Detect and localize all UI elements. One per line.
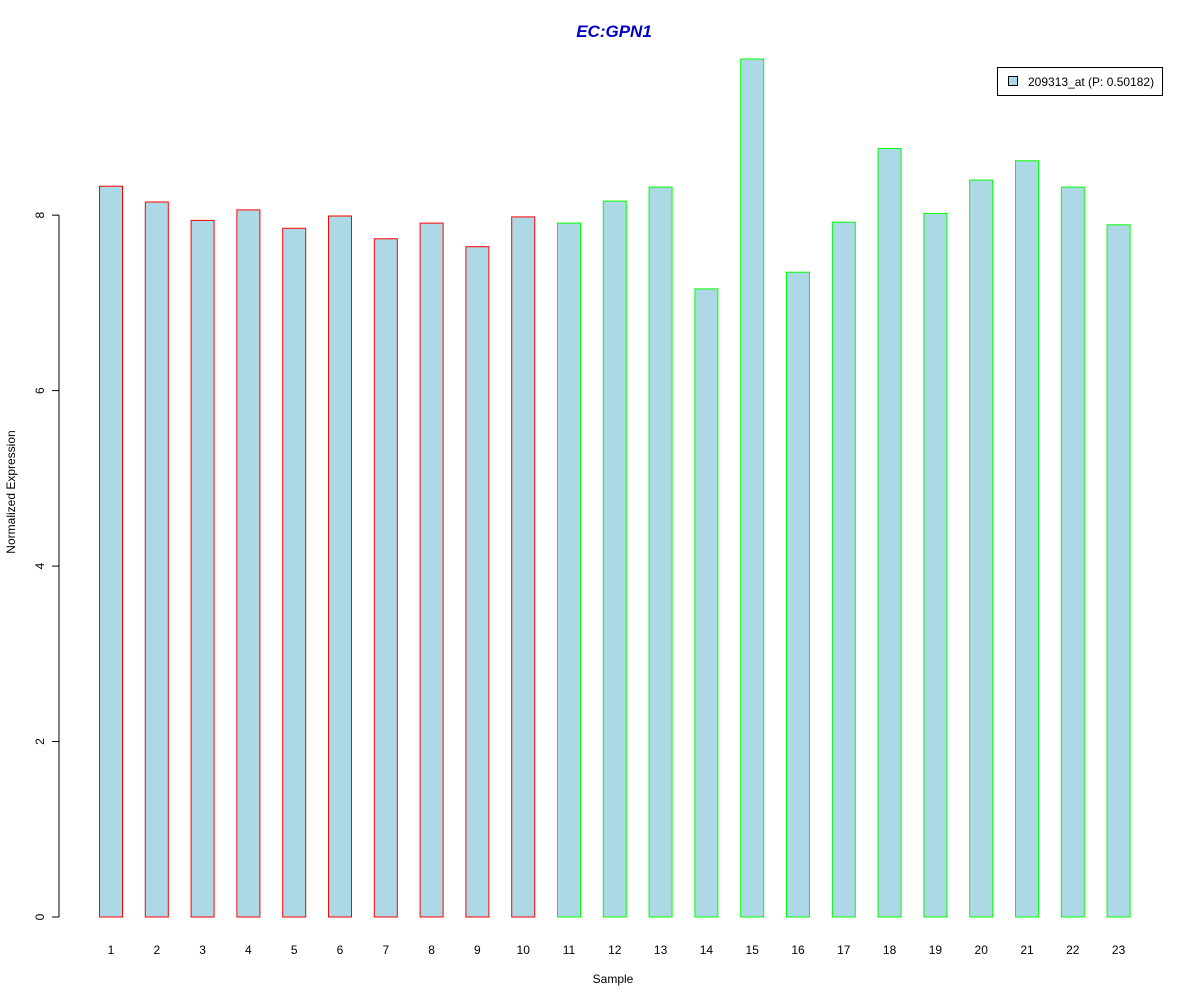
- bar-sample-17: [831, 221, 856, 918]
- x-tick-label: 3: [199, 943, 206, 957]
- x-tick-label: 9: [474, 943, 481, 957]
- bar-sample-16: [786, 271, 810, 918]
- bar-sample-9: [465, 246, 490, 918]
- x-tick-label: 16: [791, 943, 805, 957]
- y-tick-label: 4: [33, 562, 47, 569]
- x-tick-label: 14: [700, 943, 714, 957]
- x-tick-label: 6: [337, 943, 344, 957]
- y-tick-label: 6: [33, 387, 47, 394]
- x-tick-label: 17: [837, 943, 851, 957]
- bar-sample-13: [648, 186, 673, 918]
- bar-sample-2: [144, 201, 169, 918]
- x-tick-label: 12: [608, 943, 622, 957]
- x-axis-title: Sample: [593, 972, 634, 986]
- bar-sample-23: [1106, 224, 1131, 918]
- x-tick-label: 1: [108, 943, 115, 957]
- legend: 209313_at (P: 0.50182): [997, 67, 1163, 96]
- bar-sample-18: [877, 148, 902, 918]
- bar-sample-12: [602, 200, 627, 918]
- x-tick-label: 10: [517, 943, 531, 957]
- x-tick-label: 21: [1020, 943, 1034, 957]
- x-tick-label: 20: [975, 943, 989, 957]
- bar-sample-10: [511, 216, 536, 918]
- y-axis-title: Normalized Expression: [4, 430, 18, 553]
- legend-label: 209313_at (P: 0.50182): [1028, 75, 1154, 89]
- bar-sample-14: [694, 288, 719, 918]
- x-tick-label: 4: [245, 943, 252, 957]
- legend-swatch: [1008, 76, 1018, 86]
- bars-group: [99, 58, 1131, 918]
- x-tick-label: 2: [153, 943, 160, 957]
- x-tick-label: 23: [1112, 943, 1126, 957]
- x-tick-label: 18: [883, 943, 897, 957]
- bar-sample-5: [282, 227, 307, 918]
- x-tick-label: 22: [1066, 943, 1080, 957]
- legend-box: [997, 67, 1163, 96]
- bar-sample-19: [923, 212, 948, 918]
- bar-sample-15: [740, 58, 765, 918]
- x-tick-label: 11: [563, 943, 576, 957]
- bar-sample-22: [1060, 186, 1085, 918]
- x-tick-label: 19: [929, 943, 943, 957]
- bar-sample-6: [328, 215, 352, 918]
- x-tick-label: 15: [746, 943, 760, 957]
- chart-title: EC:GPN1: [576, 22, 652, 41]
- x-tick-labels: 1 2 3 4 5 6 7 8 9 10 11 12 13 14 15 16 17 18 19 20 21 22 23: [108, 943, 1126, 957]
- x-tick-label: 8: [428, 943, 435, 957]
- y-tick-label: 8: [33, 212, 47, 219]
- x-tick-label: 7: [382, 943, 389, 957]
- y-tick-label: 0: [33, 913, 47, 920]
- bar-sample-4: [236, 209, 261, 918]
- bar-sample-8: [419, 222, 444, 918]
- bar-sample-11: [557, 222, 581, 918]
- x-tick-label: 13: [654, 943, 668, 957]
- y-tick-label: 2: [33, 738, 47, 745]
- bar-sample-21: [1015, 160, 1039, 918]
- x-tick-label: 5: [291, 943, 298, 957]
- bar-sample-7: [373, 238, 398, 918]
- y-axis: 0 2 4 6 8: [33, 212, 60, 920]
- bar-sample-3: [190, 219, 215, 918]
- bar-sample-20: [969, 179, 994, 918]
- bar-sample-1: [99, 185, 123, 918]
